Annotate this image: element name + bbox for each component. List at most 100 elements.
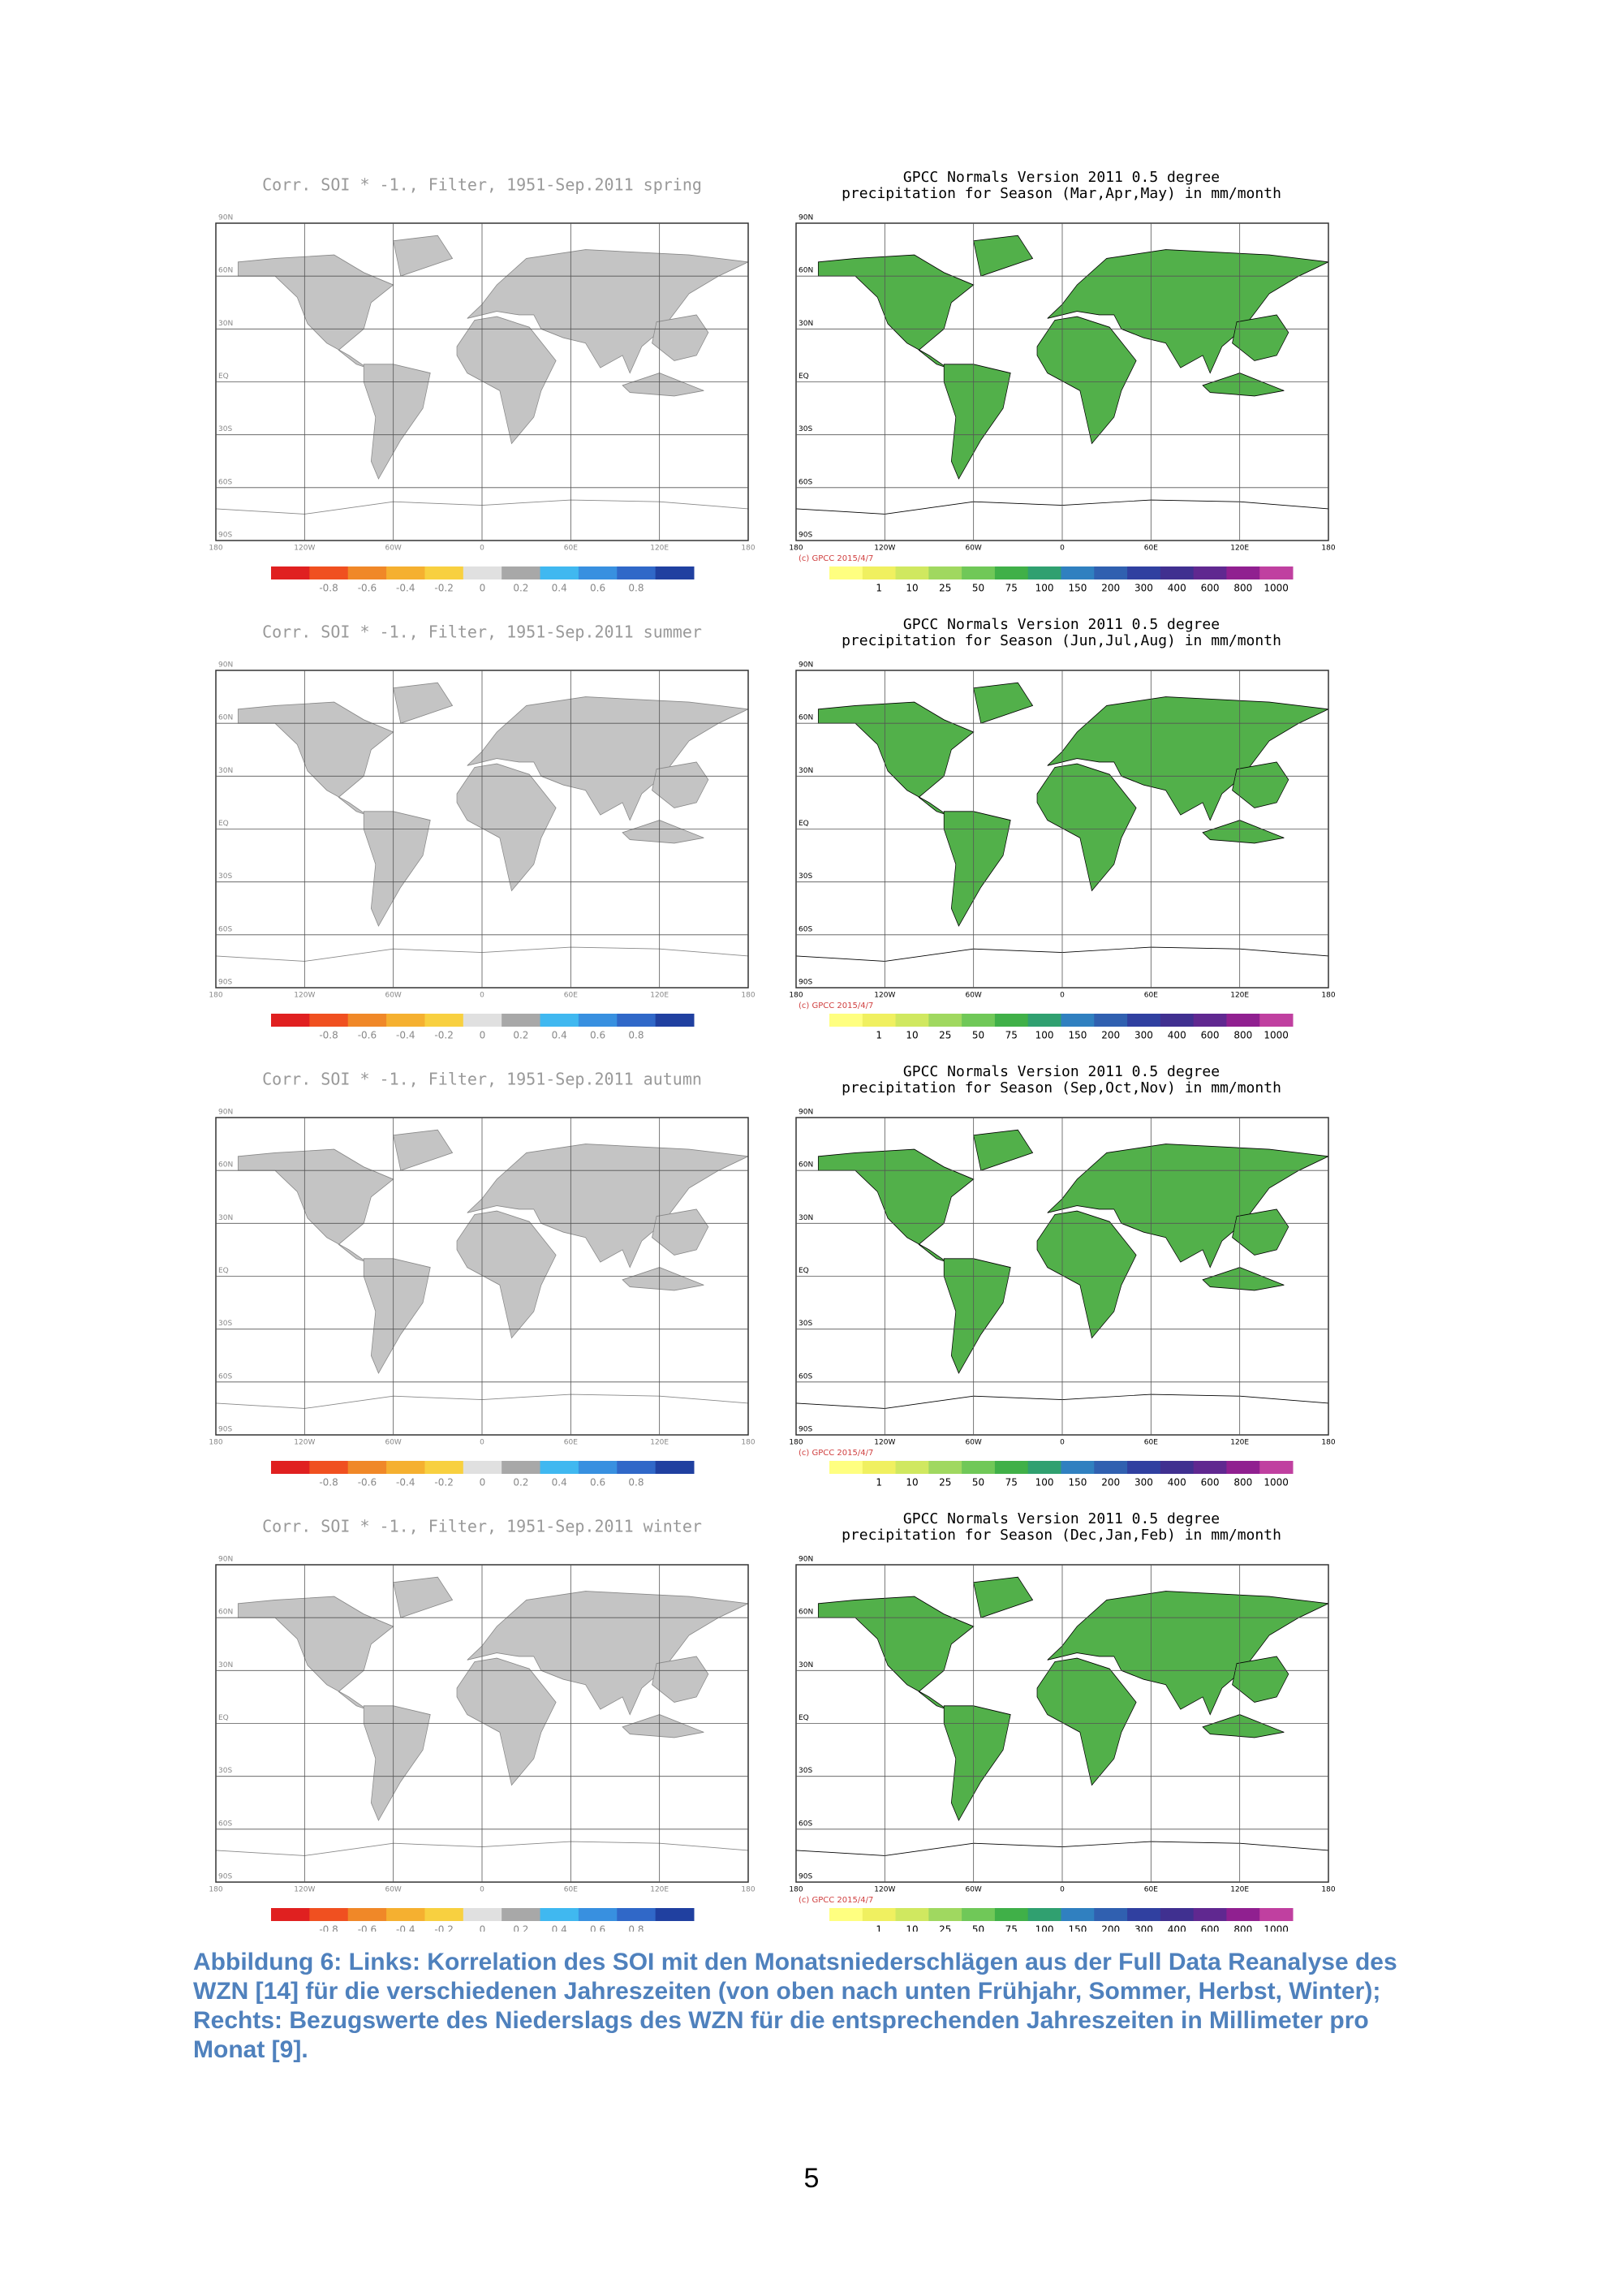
colorbar-box bbox=[1127, 566, 1161, 579]
colorbar-label: 800 bbox=[1233, 1477, 1252, 1488]
colorbar-box bbox=[962, 1908, 996, 1921]
colorbar-box bbox=[309, 1461, 349, 1474]
lon-label: 120W bbox=[294, 992, 315, 1000]
lon-label: 0 bbox=[1060, 1886, 1065, 1894]
caption-line: WZN [14] für die verschiedenen Jahreszei… bbox=[193, 1978, 1381, 2005]
colorbar-box bbox=[1061, 1014, 1095, 1027]
colorbar-box bbox=[895, 1908, 929, 1921]
lon-label: 0 bbox=[1060, 1439, 1065, 1447]
colorbar-box bbox=[928, 566, 962, 579]
lat-label: 90S bbox=[218, 979, 232, 987]
colorbar-box bbox=[1259, 1908, 1294, 1921]
lat-label: 60S bbox=[799, 478, 812, 486]
lat-label: EQ bbox=[799, 1714, 809, 1722]
lat-label: 90N bbox=[799, 661, 813, 670]
colorbar-label: 100 bbox=[1035, 583, 1054, 594]
colorbar-box bbox=[386, 566, 425, 579]
left-title: Corr. SOI * -1., Filter, 1951-Sep.2011 s… bbox=[262, 175, 702, 195]
colorbar-label: 0.2 bbox=[513, 1030, 528, 1041]
colorbar-label: 0.4 bbox=[552, 1030, 567, 1041]
lon-label: 180 bbox=[209, 1886, 222, 1894]
lon-label: 180 bbox=[741, 1886, 755, 1894]
colorbar-label: 300 bbox=[1134, 1030, 1153, 1041]
lon-label: 180 bbox=[209, 1439, 222, 1447]
colorbar-label: 0.8 bbox=[628, 583, 644, 594]
colorbar-label: 0.6 bbox=[590, 1477, 605, 1488]
lat-label: 90S bbox=[799, 979, 812, 987]
colorbar-box bbox=[895, 1461, 929, 1474]
lon-label: 60W bbox=[385, 545, 401, 553]
colorbar-box bbox=[271, 566, 310, 579]
right-title: GPCC Normals Version 2011 0.5 degree bbox=[903, 1510, 1220, 1527]
figure: Corr. SOI * -1., Filter, 1951-Sep.2011 s… bbox=[209, 169, 1335, 1932]
lat-label: 90N bbox=[218, 661, 233, 670]
colorbar-label: 800 bbox=[1233, 583, 1252, 594]
right-title: GPCC Normals Version 2011 0.5 degree bbox=[903, 1063, 1220, 1080]
colorbar-box bbox=[1193, 1461, 1227, 1474]
colorbar-box bbox=[895, 566, 929, 579]
colorbar-box bbox=[1061, 1461, 1095, 1474]
lat-label: 60N bbox=[799, 267, 813, 275]
colorbar-label: 1000 bbox=[1264, 1030, 1289, 1041]
colorbar-box bbox=[463, 1461, 502, 1474]
colorbar-box bbox=[309, 566, 349, 579]
lon-label: 120W bbox=[294, 1439, 315, 1447]
colorbar-box bbox=[1193, 1908, 1227, 1921]
colorbar-label: 0.2 bbox=[513, 1477, 528, 1488]
lon-label: 0 bbox=[1060, 545, 1065, 553]
colorbar-box bbox=[1226, 566, 1260, 579]
lon-label: 60E bbox=[564, 545, 578, 553]
colorbar-box bbox=[271, 1014, 310, 1027]
lat-label: 30N bbox=[799, 320, 813, 328]
colorbar-box bbox=[424, 1461, 464, 1474]
colorbar-box bbox=[309, 1014, 349, 1027]
colorbar-box bbox=[1127, 1461, 1161, 1474]
lon-label: 0 bbox=[1060, 992, 1065, 1000]
colorbar-box bbox=[578, 1014, 618, 1027]
lat-label: 90S bbox=[218, 1426, 232, 1434]
colorbar-label: 0.2 bbox=[513, 1924, 528, 1932]
colorbar-box bbox=[655, 1908, 695, 1921]
lon-label: 180 bbox=[1321, 1886, 1335, 1894]
colorbar-label: 150 bbox=[1068, 1924, 1087, 1932]
colorbar-box bbox=[1193, 1014, 1227, 1027]
lat-label: 60S bbox=[218, 1372, 232, 1381]
colorbar-box bbox=[424, 566, 464, 579]
lat-label: EQ bbox=[218, 1267, 229, 1275]
lon-label: 180 bbox=[789, 545, 803, 553]
lat-label: 60S bbox=[218, 1820, 232, 1828]
colorbar-box bbox=[829, 566, 863, 579]
colorbar-label: -0.2 bbox=[434, 1030, 453, 1041]
lon-label: 180 bbox=[789, 992, 803, 1000]
lon-label: 60E bbox=[564, 1886, 578, 1894]
colorbar-box bbox=[928, 1014, 962, 1027]
colorbar-label: -0.2 bbox=[434, 1924, 453, 1932]
colorbar-label: 800 bbox=[1233, 1924, 1252, 1932]
colorbar-label: -0.4 bbox=[396, 1924, 415, 1932]
colorbar-label: 400 bbox=[1168, 1477, 1186, 1488]
colorbar-box bbox=[1127, 1908, 1161, 1921]
colorbar-label: 1 bbox=[876, 1477, 882, 1488]
colorbar-box bbox=[347, 1908, 387, 1921]
lat-label: 30S bbox=[218, 872, 232, 881]
lat-label: 30S bbox=[799, 872, 812, 881]
colorbar-label: 0 bbox=[480, 1477, 486, 1488]
colorbar-label: 0.6 bbox=[590, 583, 605, 594]
lon-label: 60E bbox=[564, 992, 578, 1000]
colorbar-label: 1 bbox=[876, 583, 882, 594]
colorbar-box bbox=[994, 1908, 1029, 1921]
colorbar-box bbox=[617, 1461, 657, 1474]
lon-label: 60W bbox=[385, 1439, 401, 1447]
lat-label: 30N bbox=[218, 1214, 233, 1222]
lat-label: 30N bbox=[799, 1661, 813, 1669]
colorbar-label: -0.6 bbox=[358, 1477, 377, 1488]
right-subtitle: precipitation for Season (Sep,Oct,Nov) i… bbox=[842, 1079, 1281, 1096]
colorbar-box bbox=[502, 1014, 541, 1027]
colorbar-box bbox=[1027, 566, 1061, 579]
right-subtitle: precipitation for Season (Jun,Jul,Aug) i… bbox=[842, 632, 1281, 649]
colorbar-label: 25 bbox=[939, 1030, 951, 1041]
colorbar-box bbox=[463, 566, 502, 579]
colorbar-box bbox=[463, 1014, 502, 1027]
colorbar-box bbox=[829, 1908, 863, 1921]
colorbar-box bbox=[1094, 1014, 1128, 1027]
